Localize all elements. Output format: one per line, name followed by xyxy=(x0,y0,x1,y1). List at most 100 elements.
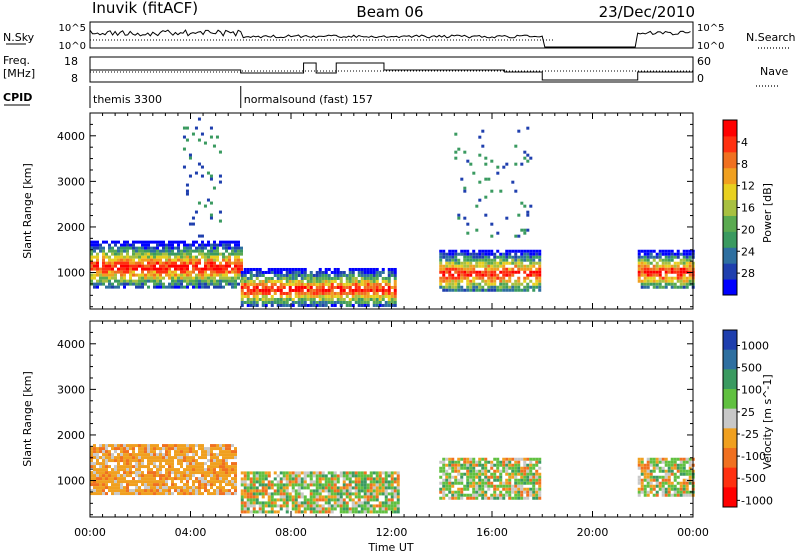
echo-cell xyxy=(649,267,653,271)
echo-cell xyxy=(210,249,213,253)
echo-cell xyxy=(147,450,150,454)
echo-cell xyxy=(210,462,213,466)
echo-cell xyxy=(132,480,135,484)
echo-cell xyxy=(165,474,168,478)
echo-cell xyxy=(535,490,539,494)
echo-cell xyxy=(661,487,665,491)
colorbar-swatch xyxy=(723,263,737,280)
echo-cell xyxy=(652,249,656,253)
echo-cell xyxy=(445,481,449,485)
echo-cell xyxy=(249,483,253,487)
echo-cell xyxy=(183,249,186,253)
echo-cell xyxy=(252,477,256,481)
echo-cell xyxy=(273,483,277,487)
echo-cell xyxy=(191,222,195,226)
echo-cell xyxy=(309,279,313,283)
echo-cell xyxy=(204,252,207,256)
echo-cell xyxy=(667,493,671,497)
echo-cell xyxy=(661,493,665,497)
echo-cell xyxy=(321,285,325,289)
echo-cell xyxy=(339,492,343,496)
echo-cell xyxy=(93,447,96,451)
echo-cell xyxy=(523,204,527,208)
echo-cell xyxy=(327,498,331,502)
echo-cell xyxy=(384,279,388,283)
echo-cell xyxy=(318,267,322,271)
echo-cell xyxy=(90,252,93,256)
echo-cell xyxy=(111,285,114,289)
echo-cell xyxy=(210,246,213,250)
echo-cell xyxy=(463,457,467,461)
echo-cell xyxy=(348,492,352,496)
echo-cell xyxy=(312,495,316,499)
echo-cell xyxy=(207,459,210,463)
echo-cell xyxy=(478,249,482,253)
echo-cell xyxy=(369,471,373,475)
echo-cell xyxy=(372,285,376,289)
echo-cell xyxy=(141,456,144,460)
echo-cell xyxy=(165,450,168,454)
echo-cell xyxy=(206,198,210,202)
echo-cell xyxy=(218,180,222,184)
echo-cell xyxy=(282,291,286,295)
echo-cell xyxy=(487,469,491,473)
echo-cell xyxy=(204,489,207,493)
echo-cell xyxy=(366,495,370,499)
echo-cell xyxy=(366,285,370,289)
echo-cell xyxy=(189,474,192,478)
echo-cell xyxy=(201,450,204,454)
echo-cell xyxy=(312,288,316,292)
echo-cell xyxy=(225,282,228,286)
echo-cell xyxy=(481,264,485,268)
echo-cell xyxy=(276,480,280,484)
echo-cell xyxy=(333,498,337,502)
echo-cell xyxy=(129,483,132,487)
echo-cell xyxy=(258,267,262,271)
echo-cell xyxy=(117,285,120,289)
echo-cell xyxy=(679,267,683,271)
echo-cell xyxy=(351,492,355,496)
echo-cell xyxy=(442,466,446,470)
echo-cell xyxy=(174,444,177,448)
echo-cell xyxy=(117,486,120,490)
echo-cell xyxy=(535,478,539,482)
echo-cell xyxy=(297,285,301,289)
echo-cell xyxy=(646,252,650,256)
echo-cell xyxy=(682,255,686,259)
echo-cell xyxy=(168,243,171,247)
echo-cell xyxy=(454,264,458,268)
echo-cell xyxy=(673,255,677,259)
echo-cell xyxy=(330,477,334,481)
echo-cell xyxy=(375,489,379,493)
echo-cell xyxy=(384,483,388,487)
echo-cell xyxy=(652,279,656,283)
echo-cell xyxy=(532,478,536,482)
echo-cell xyxy=(375,300,379,304)
echo-cell xyxy=(228,264,231,268)
echo-cell xyxy=(129,276,132,280)
echo-cell xyxy=(120,243,123,247)
echo-cell xyxy=(279,294,283,298)
echo-cell xyxy=(210,255,213,259)
echo-cell xyxy=(454,463,458,467)
echo-cell xyxy=(207,249,210,253)
echo-cell xyxy=(120,489,123,493)
echo-cell xyxy=(180,471,183,475)
echo-cell xyxy=(378,270,382,274)
echo-cell xyxy=(357,486,361,490)
echo-cell xyxy=(472,460,476,464)
echo-cell xyxy=(381,303,385,307)
echo-cell xyxy=(309,273,313,277)
echo-cell xyxy=(640,460,644,464)
echo-cell xyxy=(249,471,253,475)
echo-cell xyxy=(643,475,647,479)
echo-cell xyxy=(505,261,509,265)
echo-cell xyxy=(261,504,265,508)
echo-cell xyxy=(141,279,144,283)
echo-cell xyxy=(192,240,195,244)
echo-cell xyxy=(484,255,488,259)
echo-cell xyxy=(213,279,216,283)
echo-cell xyxy=(288,297,292,301)
echo-cell xyxy=(366,297,370,301)
echo-cell xyxy=(209,216,213,220)
